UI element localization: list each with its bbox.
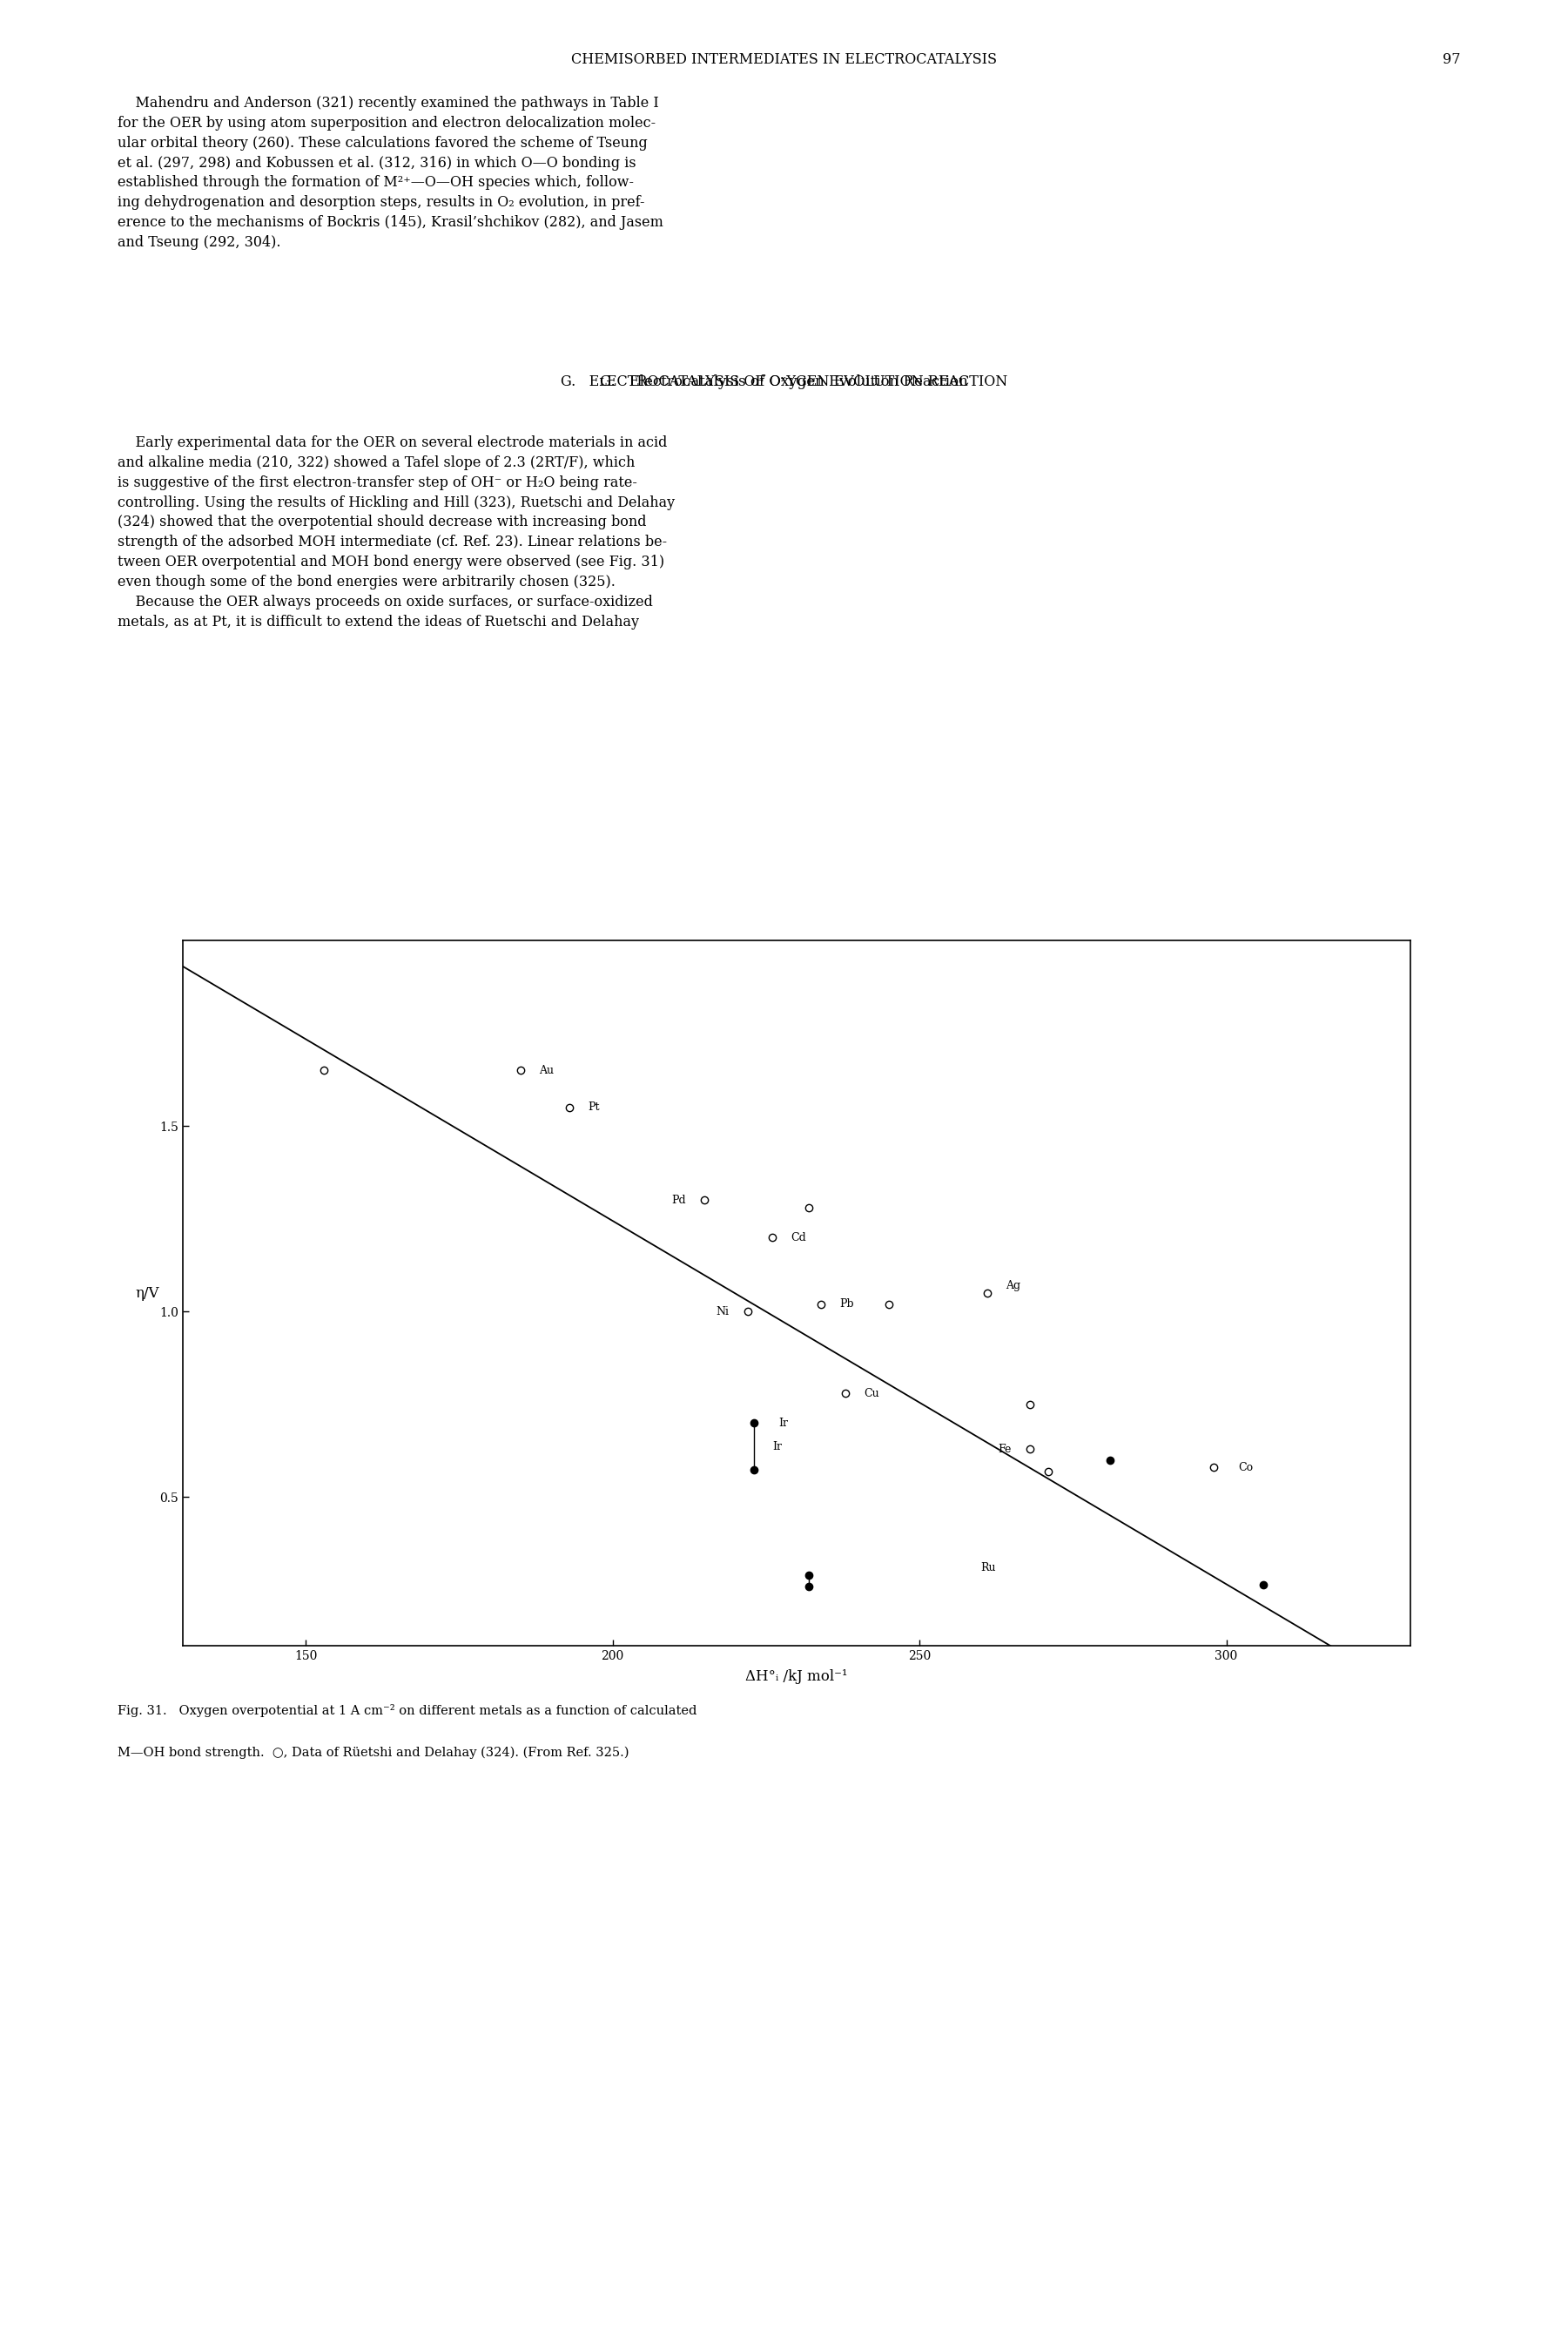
Text: Cu: Cu [864,1387,880,1399]
Text: Fig. 31.   Oxygen overpotential at 1 A cm⁻² on different metals as a function of: Fig. 31. Oxygen overpotential at 1 A cm⁻… [118,1704,696,1719]
Text: 97: 97 [1443,52,1460,68]
Y-axis label: η/V: η/V [135,1286,160,1300]
Text: Ni: Ni [717,1305,729,1317]
Text: Cd: Cd [790,1232,806,1244]
Text: Ru: Ru [980,1561,996,1573]
Text: G.   Electrocatalysis of Oxygen Evolution Reaction: G. Electrocatalysis of Oxygen Evolution … [601,374,967,390]
Text: Ir: Ir [771,1441,782,1453]
Text: CHEMISORBED INTERMEDIATES IN ELECTROCATALYSIS: CHEMISORBED INTERMEDIATES IN ELECTROCATA… [571,52,997,68]
Text: Fe: Fe [999,1444,1011,1455]
Text: Pt: Pt [588,1103,599,1112]
Text: G.   EʟECTROCATALYSIS OF OˣYGEN EVOLUTION REACTION: G. EʟECTROCATALYSIS OF OˣYGEN EVOLUTION … [561,374,1007,390]
Text: Ir: Ir [778,1418,787,1429]
Text: Early experimental data for the OER on several electrode materials in acid
and a: Early experimental data for the OER on s… [118,435,674,630]
Text: Au: Au [539,1065,554,1077]
X-axis label: ΔH°ᵢ /kJ mol⁻¹: ΔH°ᵢ /kJ mol⁻¹ [745,1669,848,1683]
Text: M—OH bond strength.  ○, Data of Rüetshi and Delahay (324). (From Ref. 325.): M—OH bond strength. ○, Data of Rüetshi a… [118,1747,629,1759]
Text: Ag: Ag [1005,1279,1021,1291]
Text: Pb: Pb [839,1298,855,1310]
Text: Pd: Pd [671,1194,687,1206]
Text: Mahendru and Anderson (321) recently examined the pathways in Table I
for the OE: Mahendru and Anderson (321) recently exa… [118,96,663,249]
Text: Co: Co [1239,1462,1253,1474]
